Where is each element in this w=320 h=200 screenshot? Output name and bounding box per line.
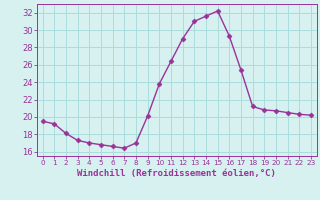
X-axis label: Windchill (Refroidissement éolien,°C): Windchill (Refroidissement éolien,°C) (77, 169, 276, 178)
